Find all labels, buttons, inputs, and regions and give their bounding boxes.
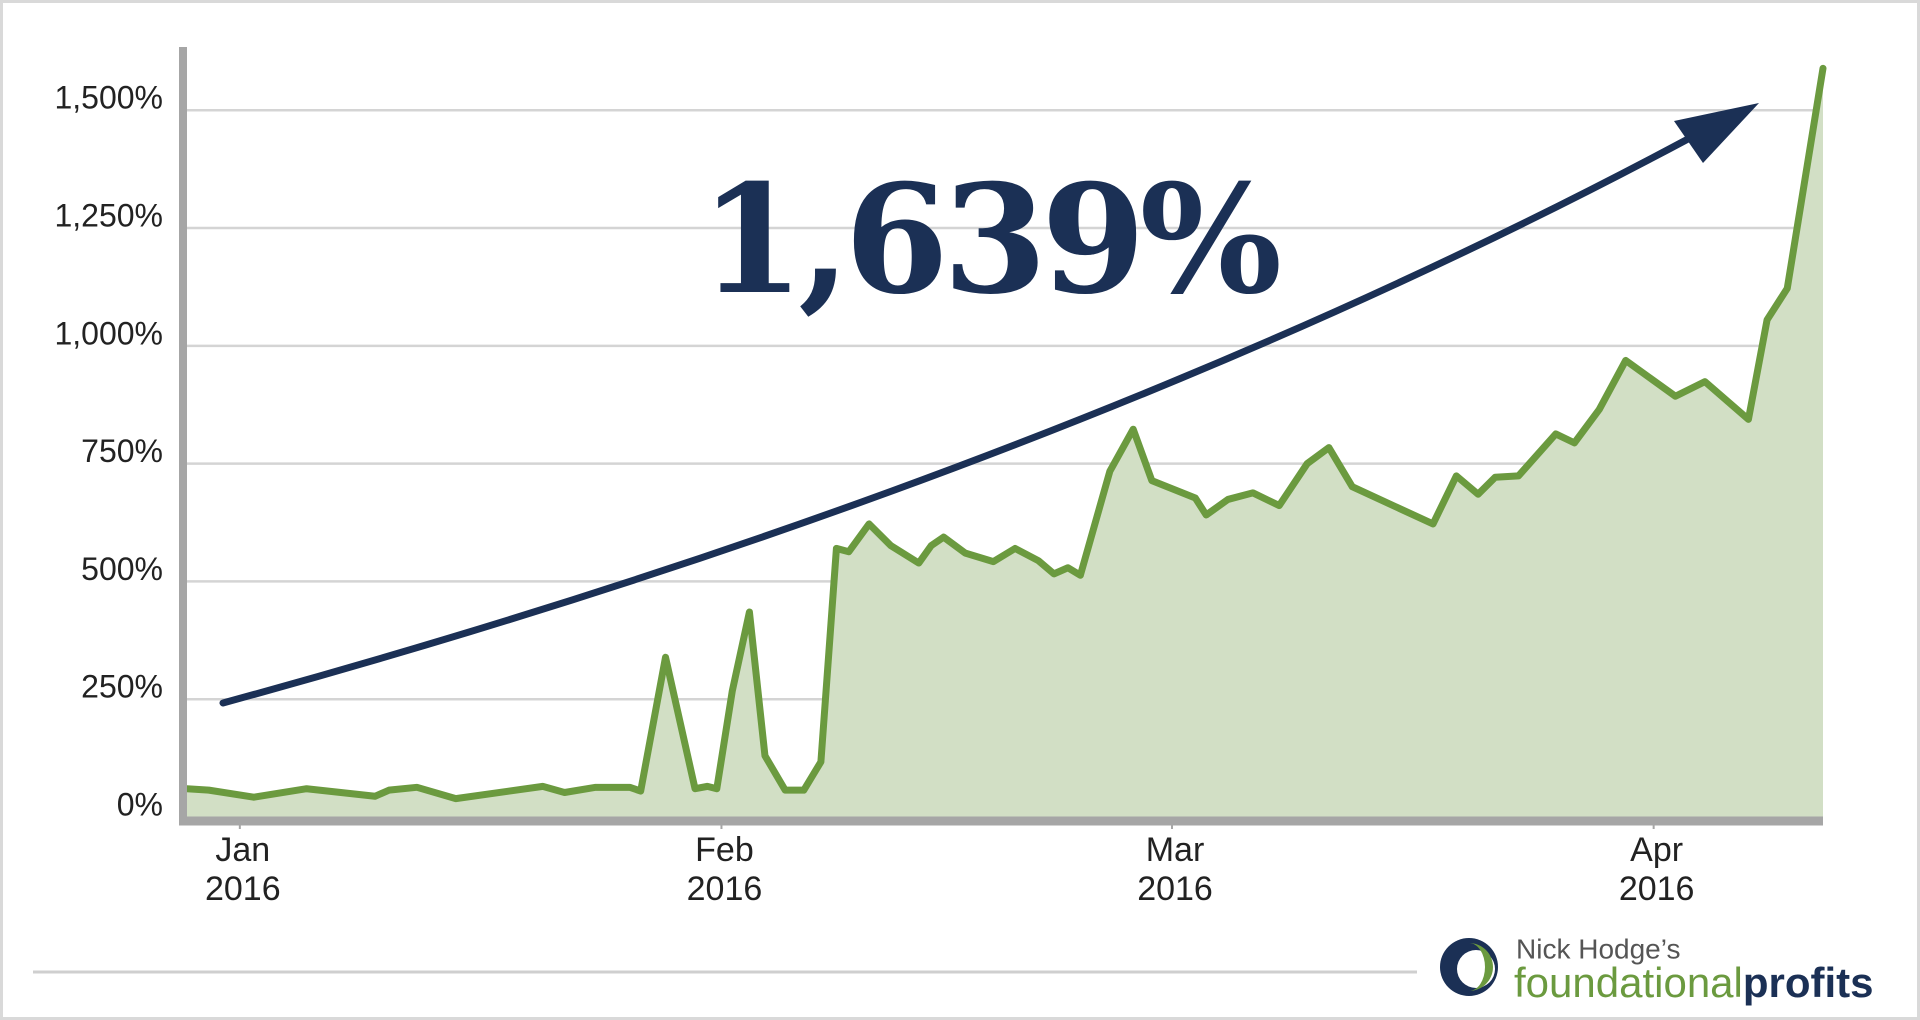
area-fill <box>187 68 1823 817</box>
y-tick-label: 250% <box>81 669 163 705</box>
logo-line1: Nick Hodge’s <box>1516 933 1680 964</box>
trend-arrow <box>219 135 1692 707</box>
x-tick-label: Apr 2016 <box>1618 831 1695 908</box>
logo-name-light: foundational <box>1514 959 1743 1006</box>
chart: Nick Hodge’s foundationalprofits 0% 250% 5… <box>33 47 1874 1006</box>
y-tick-label: 500% <box>81 551 163 587</box>
x-tick-label: Jan 2016 <box>204 831 281 908</box>
line <box>183 64 1827 803</box>
y-tick-label: 1,000% <box>54 315 163 351</box>
logo-name: foundationalprofits <box>1514 959 1874 1006</box>
logo-mark <box>1440 938 1498 996</box>
y-tick-label: 1,250% <box>54 197 163 233</box>
annotation: 1,639% <box>700 152 1279 328</box>
logo-name-bold: profits <box>1743 959 1874 1006</box>
y-tick-label: 1,500% <box>54 80 163 116</box>
y-tick-label: 0% <box>117 786 163 822</box>
x-tick-label: Feb 2016 <box>686 831 763 908</box>
trend-arrow-head <box>1674 103 1759 163</box>
y-tick-label: 750% <box>81 433 163 469</box>
x-tick-label: Mar 2016 <box>1137 831 1213 908</box>
